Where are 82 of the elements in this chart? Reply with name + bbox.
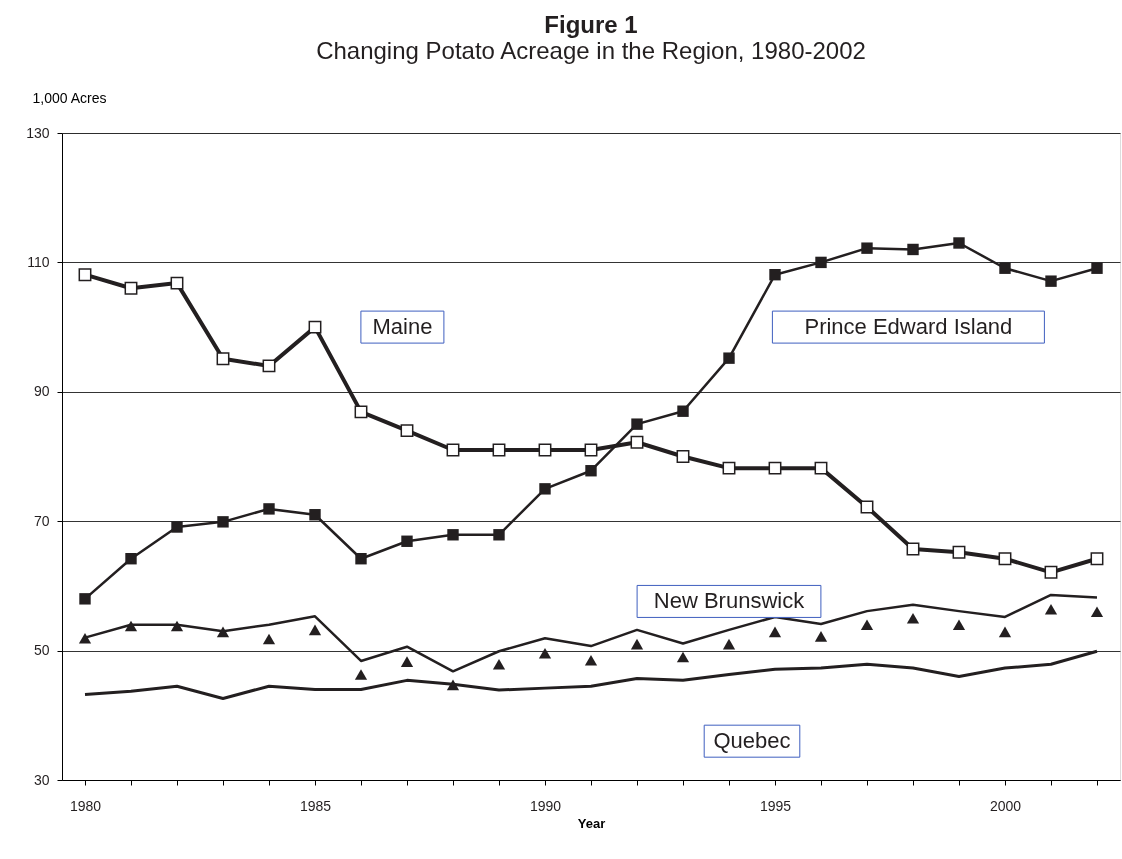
point (216, 352, 230, 366)
point (907, 243, 919, 256)
point (1090, 606, 1104, 618)
chart-title: Figure 1 (544, 11, 638, 38)
point (400, 656, 414, 667)
point (308, 624, 322, 636)
point (216, 626, 230, 638)
point (308, 320, 322, 334)
point (584, 655, 598, 666)
point (1044, 565, 1058, 579)
y-tick-label: 110 (27, 253, 50, 270)
x-tick-label: 1980 (69, 797, 102, 814)
x-tick-label: 1985 (299, 797, 332, 814)
point (400, 424, 414, 438)
point (78, 633, 92, 644)
point (815, 256, 827, 269)
point (447, 529, 459, 541)
point (585, 465, 597, 477)
point (953, 237, 965, 249)
point (355, 553, 367, 565)
point (860, 619, 874, 631)
y-tick-label: 90 (33, 383, 50, 400)
point (263, 503, 275, 515)
point (125, 553, 137, 565)
y-tick-label: 50 (33, 642, 50, 659)
point (906, 612, 920, 624)
point (677, 405, 689, 417)
point (170, 620, 184, 632)
point (676, 450, 690, 463)
point (354, 405, 368, 419)
point (998, 626, 1012, 638)
point (217, 516, 229, 528)
point (861, 242, 873, 254)
x-tick-label: 2000 (989, 797, 1022, 814)
point (539, 483, 551, 495)
line-series (83, 649, 1099, 700)
point (170, 276, 184, 290)
y-tick-label: 30 (33, 771, 50, 788)
point (354, 669, 368, 680)
point (630, 638, 644, 650)
point (262, 633, 276, 645)
point (171, 521, 183, 533)
point (722, 461, 736, 475)
point (493, 529, 505, 541)
text: Quebec (713, 728, 791, 754)
point (769, 268, 781, 281)
series-label: Prince Edward Island (804, 314, 1013, 340)
point (78, 268, 92, 282)
y-tick-label: 70 (33, 512, 50, 529)
point (723, 352, 735, 364)
point (952, 545, 966, 559)
point (998, 552, 1012, 566)
point (768, 626, 782, 638)
point (722, 638, 736, 650)
point (124, 281, 138, 295)
point (309, 509, 321, 521)
point (676, 651, 690, 663)
text: Maine (372, 314, 433, 340)
series-label: New Brunswick (653, 588, 806, 614)
point (1045, 275, 1057, 287)
point (952, 619, 966, 631)
point (492, 658, 506, 670)
point (401, 535, 413, 547)
chart-subtitle: Changing Potato Acreage in the Region, 1980-2002 (316, 37, 866, 64)
point (262, 359, 276, 373)
point (814, 631, 828, 642)
point (999, 262, 1011, 274)
point (814, 461, 828, 475)
x-axis-title: Year (577, 815, 606, 831)
point (768, 461, 782, 475)
point (630, 435, 644, 449)
point (79, 593, 91, 605)
point (1044, 603, 1058, 615)
y-tick-label: 130 (26, 124, 50, 141)
point (1091, 262, 1103, 274)
y-axis-title: 1,000 Acres (32, 89, 107, 106)
point (1090, 552, 1104, 566)
point (124, 620, 138, 632)
x-tick-label: 1995 (759, 797, 792, 814)
x-tick-label: 1990 (529, 797, 562, 814)
point (631, 418, 643, 430)
point (538, 647, 552, 659)
